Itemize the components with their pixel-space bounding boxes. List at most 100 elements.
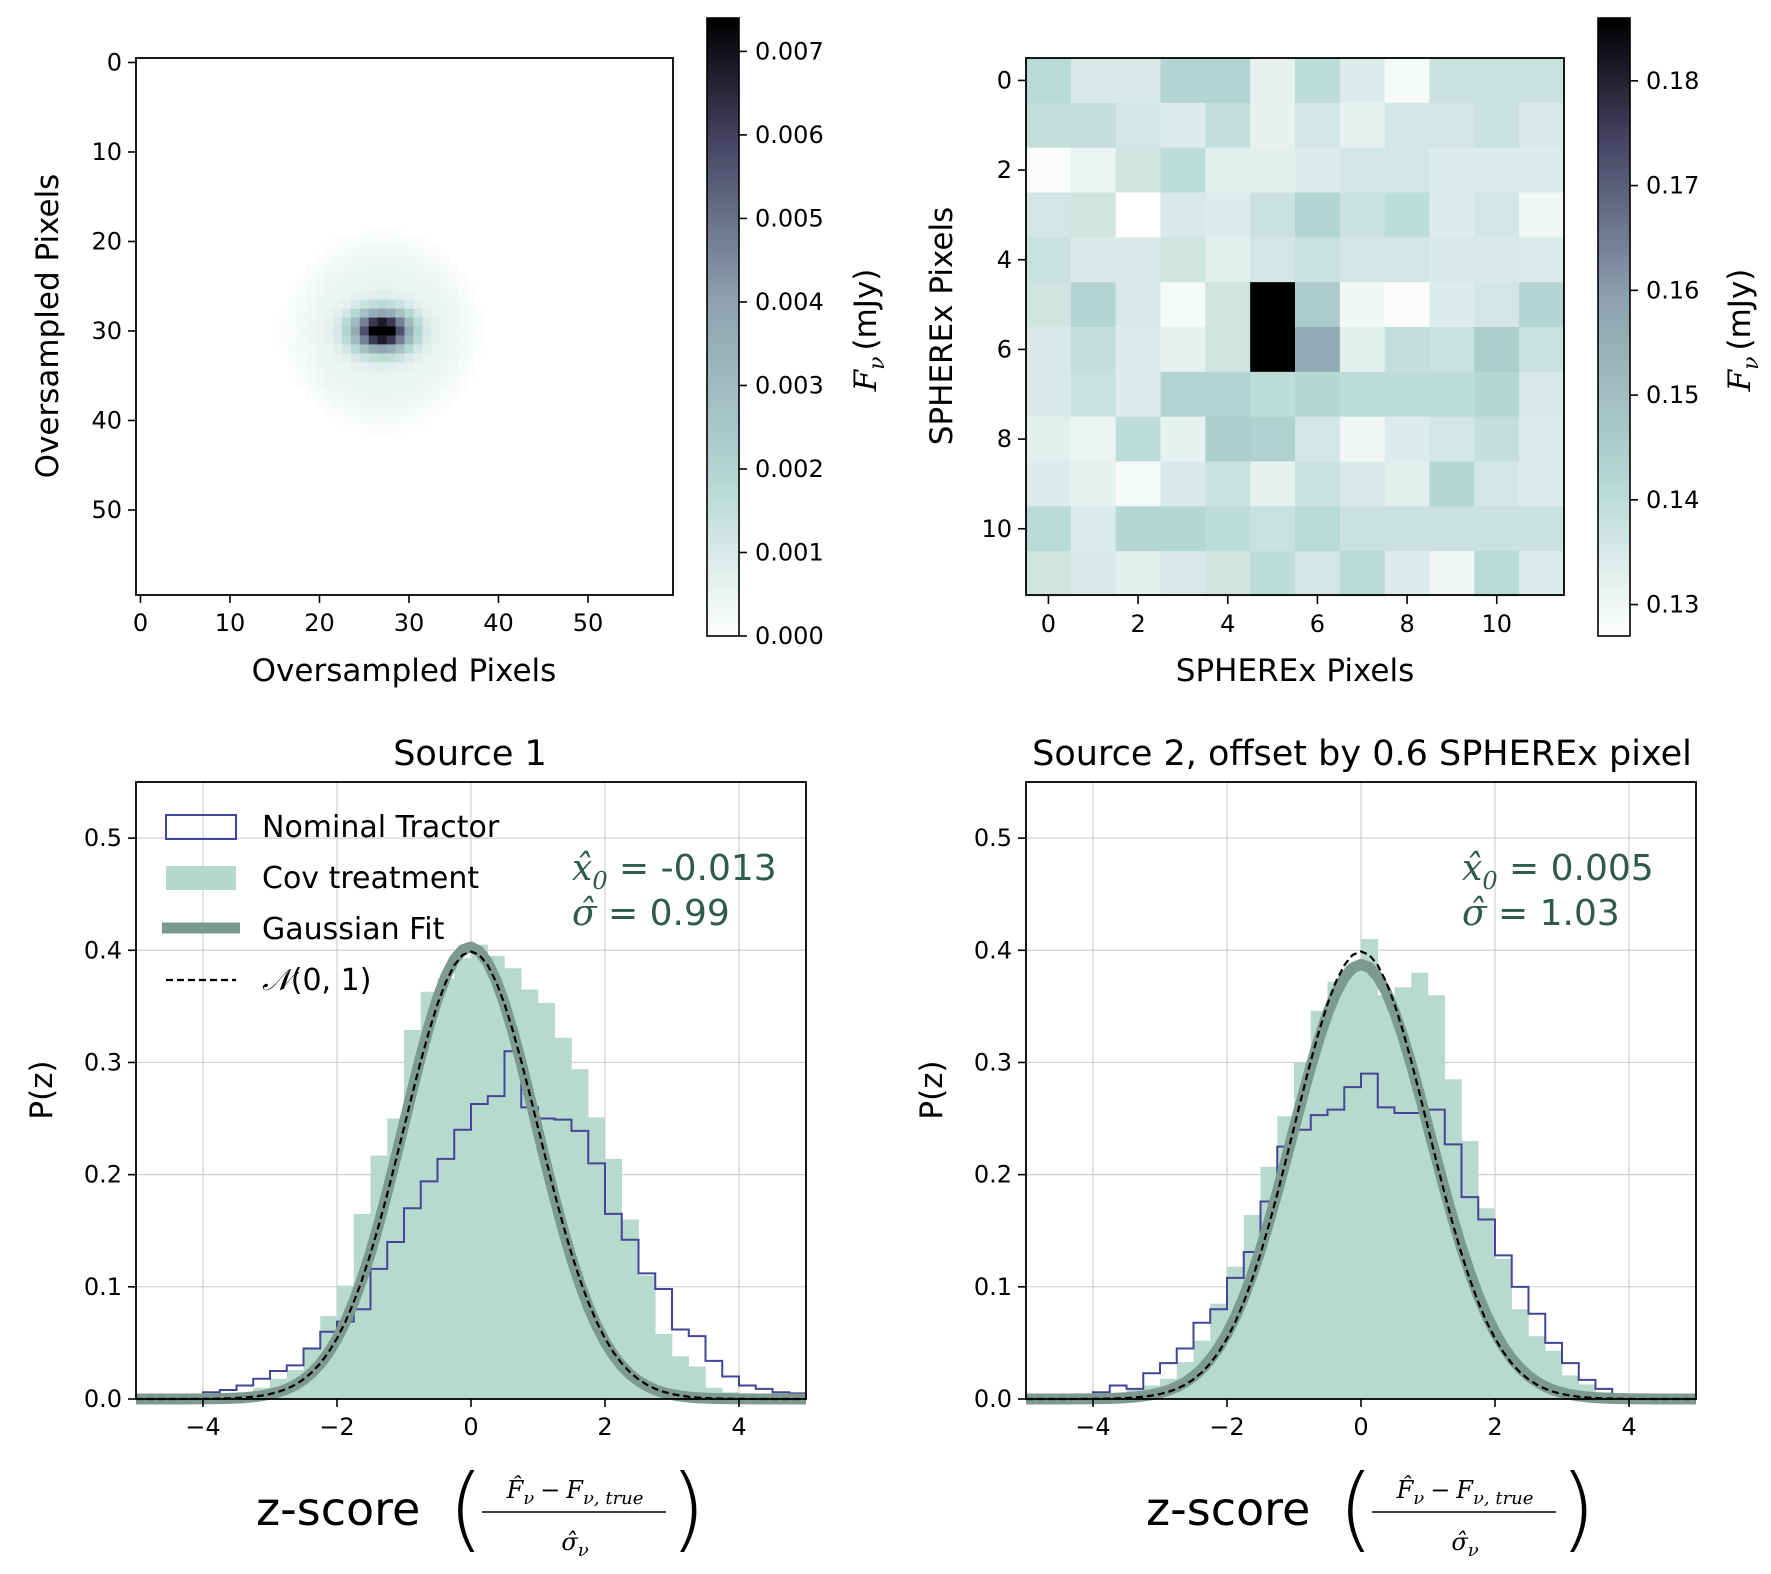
psf-pixel [332, 353, 343, 363]
psf-colorbar-segment [707, 368, 739, 374]
psf-x-label: Oversampled Pixels [252, 653, 557, 689]
spherex-pixel [1429, 147, 1475, 193]
spherex-pixel [1295, 58, 1341, 104]
psf-pixel [449, 317, 459, 327]
psf-colorbar-frame [706, 17, 740, 637]
psf-colorbar-segment [707, 193, 739, 199]
spherex-pixel [1250, 58, 1296, 104]
psf-x-tick-label: 40 [483, 609, 514, 637]
spherex-colorbar-segment [1598, 605, 1630, 611]
spherex-colorbar-segment [1598, 599, 1630, 606]
psf-pixel [315, 317, 325, 327]
y-tick-label: 0.2 [974, 1161, 1012, 1189]
psf-pixel [449, 344, 459, 354]
psf-pixel [413, 371, 423, 381]
cov-treatment-bar [688, 1366, 706, 1399]
spherex-pixel [1429, 192, 1475, 238]
spherex-colorbar-segment [1598, 141, 1630, 148]
spherex-colorbar-segment [1598, 625, 1630, 632]
psf-pixel [377, 254, 387, 265]
psf-colorbar-segment [707, 424, 739, 431]
psf-colorbar-segment [707, 620, 739, 627]
spherex-colorbar-segment [1598, 496, 1630, 503]
spherex-colorbar-segment [1598, 460, 1630, 467]
spherex-colorbar-segment [1598, 84, 1630, 91]
psf-pixel [323, 317, 334, 327]
psf-pixel [288, 371, 298, 381]
spherex-colorbar-segment [1598, 187, 1630, 194]
psf-colorbar-segment [707, 533, 739, 539]
psf-pixel [315, 380, 325, 390]
spherex-pixel [1026, 147, 1072, 193]
spherex-pixel [1384, 147, 1430, 193]
spherex-pixel [1070, 506, 1117, 552]
psf-pixel [315, 308, 325, 318]
psf-colorbar-segment [707, 84, 739, 91]
psf-pixel [467, 317, 477, 327]
spherex-colorbar-segment [1598, 254, 1630, 261]
psf-pixel [288, 281, 298, 292]
source1-title: Source 1 [393, 734, 547, 774]
spherex-colorbar-segment [1598, 450, 1630, 457]
spherex-pixel [1160, 416, 1206, 462]
psf-pixel [341, 254, 352, 265]
psf-colorbar-segment [707, 265, 739, 271]
psf-pixel [431, 344, 441, 354]
psf-pixel [413, 245, 423, 256]
psf-pixel [422, 389, 432, 399]
psf-pixel [404, 317, 414, 327]
psf-pixel [422, 317, 432, 327]
psf-pixel [332, 398, 343, 408]
psf-colorbar-segment [707, 435, 739, 441]
psf-pixel [422, 335, 432, 345]
spherex-colorbar-segment [1598, 388, 1630, 395]
psf-pixel [386, 245, 396, 256]
psf-pixel [386, 362, 396, 372]
spherex-colorbar-segment [1598, 59, 1630, 65]
psf-pixel [404, 299, 414, 309]
psf-pixel [323, 371, 334, 381]
psf-pixel [458, 353, 468, 363]
psf-pixel [323, 407, 334, 417]
psf-pixel [297, 290, 307, 301]
psf-colorbar-segment [707, 74, 739, 81]
psf-pixel [458, 326, 468, 336]
psf-colorbar-segment [707, 610, 739, 616]
psf-pixel [288, 308, 298, 318]
cov-treatment-bar [454, 958, 472, 1399]
psf-pixel [377, 228, 387, 238]
spherex-colorbar-segment [1598, 357, 1630, 364]
source2-den: σ̂ [1451, 1528, 1468, 1556]
spherex-colorbar-segment [1598, 491, 1630, 498]
psf-colorbar-segment [707, 306, 739, 313]
psf-pixel [395, 299, 405, 309]
cov-treatment-bar [1428, 995, 1446, 1399]
psf-pixel [422, 245, 432, 256]
legend-nominal-label: Nominal Tractor [262, 810, 500, 845]
psf-colorbar-segment [707, 599, 739, 606]
source1-sigma-annotation: σ̂ = 0.99 [572, 893, 730, 934]
psf-pixel [449, 362, 459, 372]
spherex-colorbar-segment [1598, 502, 1630, 508]
psf-pixel [440, 335, 450, 345]
spherex-pixel [1474, 282, 1520, 328]
psf-pixel [476, 326, 486, 336]
spherex-pixel [1384, 58, 1430, 104]
psf-pixel [323, 389, 334, 399]
psf-pixel [395, 416, 405, 426]
spherex-colorbar-segment [1598, 290, 1630, 297]
psf-pixel [395, 353, 405, 363]
psf-colorbar-segment [707, 229, 739, 235]
psf-pixel [297, 281, 307, 292]
psf-pixel [341, 416, 352, 426]
psf-colorbar-segment [707, 388, 739, 395]
psf-pixel [395, 380, 405, 390]
psf-pixel [341, 281, 352, 292]
psf-pixel [377, 362, 387, 372]
psf-pixel [341, 344, 352, 354]
cov-treatment-bar [1495, 1258, 1513, 1399]
psf-colorbar-segment [707, 553, 739, 560]
spherex-pixel [1295, 371, 1341, 418]
spherex-pixel [1160, 327, 1206, 373]
source1-den-sub: ν [578, 1540, 589, 1561]
